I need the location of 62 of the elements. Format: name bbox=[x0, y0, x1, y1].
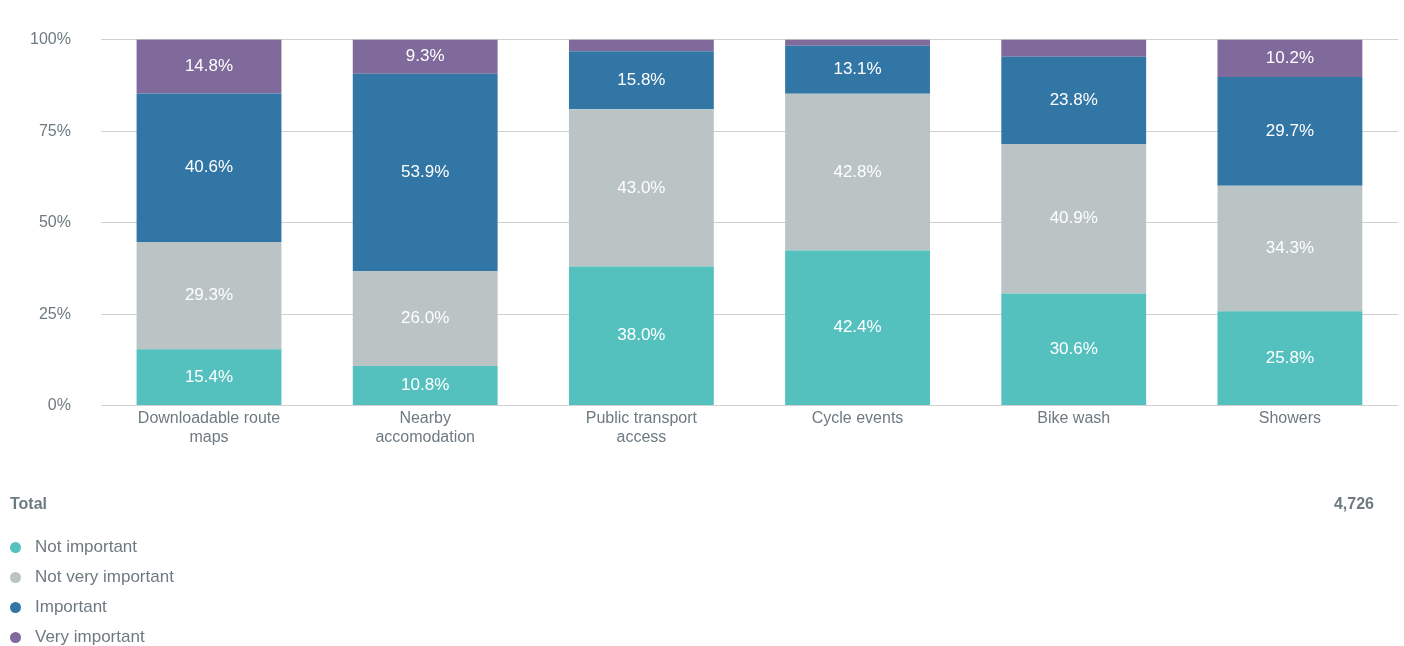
bar bbox=[1001, 39, 1147, 57]
bar bbox=[785, 45, 930, 94]
data-label: 14.8% bbox=[184, 56, 234, 76]
data-label: 25.8% bbox=[1265, 347, 1315, 367]
bar bbox=[1001, 56, 1147, 144]
bar bbox=[136, 39, 282, 94]
x-tick-label: Showers bbox=[1258, 408, 1322, 426]
bar bbox=[1001, 143, 1147, 294]
x-tick-label: Downloadable route maps bbox=[137, 408, 281, 445]
data-label: 26.0% bbox=[401, 308, 450, 328]
data-label: 23.8% bbox=[1049, 90, 1098, 110]
bar bbox=[352, 39, 498, 74]
data-label: 10.2% bbox=[1265, 47, 1315, 67]
bar bbox=[568, 266, 714, 406]
data-label: 43.0% bbox=[617, 177, 666, 197]
y-tick-label: 50% bbox=[38, 213, 71, 231]
bar bbox=[1217, 311, 1363, 406]
legend-label: Not important bbox=[35, 537, 138, 557]
data-label: 29.3% bbox=[184, 285, 234, 305]
bar bbox=[785, 250, 930, 406]
bar bbox=[568, 39, 714, 52]
bar bbox=[136, 93, 282, 242]
x-tick-label: Bike wash bbox=[1037, 408, 1111, 426]
bar bbox=[352, 270, 498, 367]
bar bbox=[352, 73, 498, 271]
legend-label: Very important bbox=[35, 627, 145, 646]
bar bbox=[352, 366, 498, 406]
x-tick-label: Nearby accomodation bbox=[375, 408, 475, 445]
data-label: 42.8% bbox=[833, 161, 882, 181]
bar bbox=[136, 349, 282, 406]
bar bbox=[785, 39, 930, 46]
data-label: 30.6% bbox=[1049, 339, 1098, 359]
data-label: 34.3% bbox=[1265, 238, 1315, 258]
data-label: 40.9% bbox=[1049, 208, 1098, 228]
bar bbox=[136, 242, 282, 350]
data-label: 15.4% bbox=[184, 366, 234, 386]
bar bbox=[1217, 185, 1363, 312]
text: 4,726 bbox=[1333, 495, 1374, 513]
x-tick-label: Cycle events bbox=[811, 408, 904, 426]
x-tick-label: Public transport access bbox=[585, 408, 698, 445]
data-label: 40.6% bbox=[184, 157, 234, 177]
text: Total bbox=[10, 495, 48, 513]
bar bbox=[785, 93, 930, 251]
legend-label: Not very important bbox=[35, 567, 174, 587]
data-label: 53.9% bbox=[401, 161, 450, 181]
bar bbox=[1217, 39, 1363, 77]
bar bbox=[1217, 76, 1363, 186]
data-label: 15.8% bbox=[617, 69, 666, 89]
bar bbox=[1001, 293, 1147, 406]
y-tick-label: 0% bbox=[47, 396, 71, 414]
legend-label: Important bbox=[35, 597, 107, 617]
y-tick-label: 75% bbox=[38, 121, 71, 139]
data-label: 38.0% bbox=[617, 325, 666, 345]
data-label: 42.4% bbox=[833, 317, 882, 337]
bar bbox=[568, 51, 714, 110]
data-label: 9.3% bbox=[405, 46, 445, 66]
bar bbox=[568, 109, 714, 267]
y-tick-label: 100% bbox=[30, 30, 71, 48]
data-label: 29.7% bbox=[1265, 120, 1315, 140]
y-tick-label: 25% bbox=[38, 304, 71, 322]
data-label: 13.1% bbox=[833, 59, 882, 79]
data-label: 10.8% bbox=[401, 375, 450, 395]
